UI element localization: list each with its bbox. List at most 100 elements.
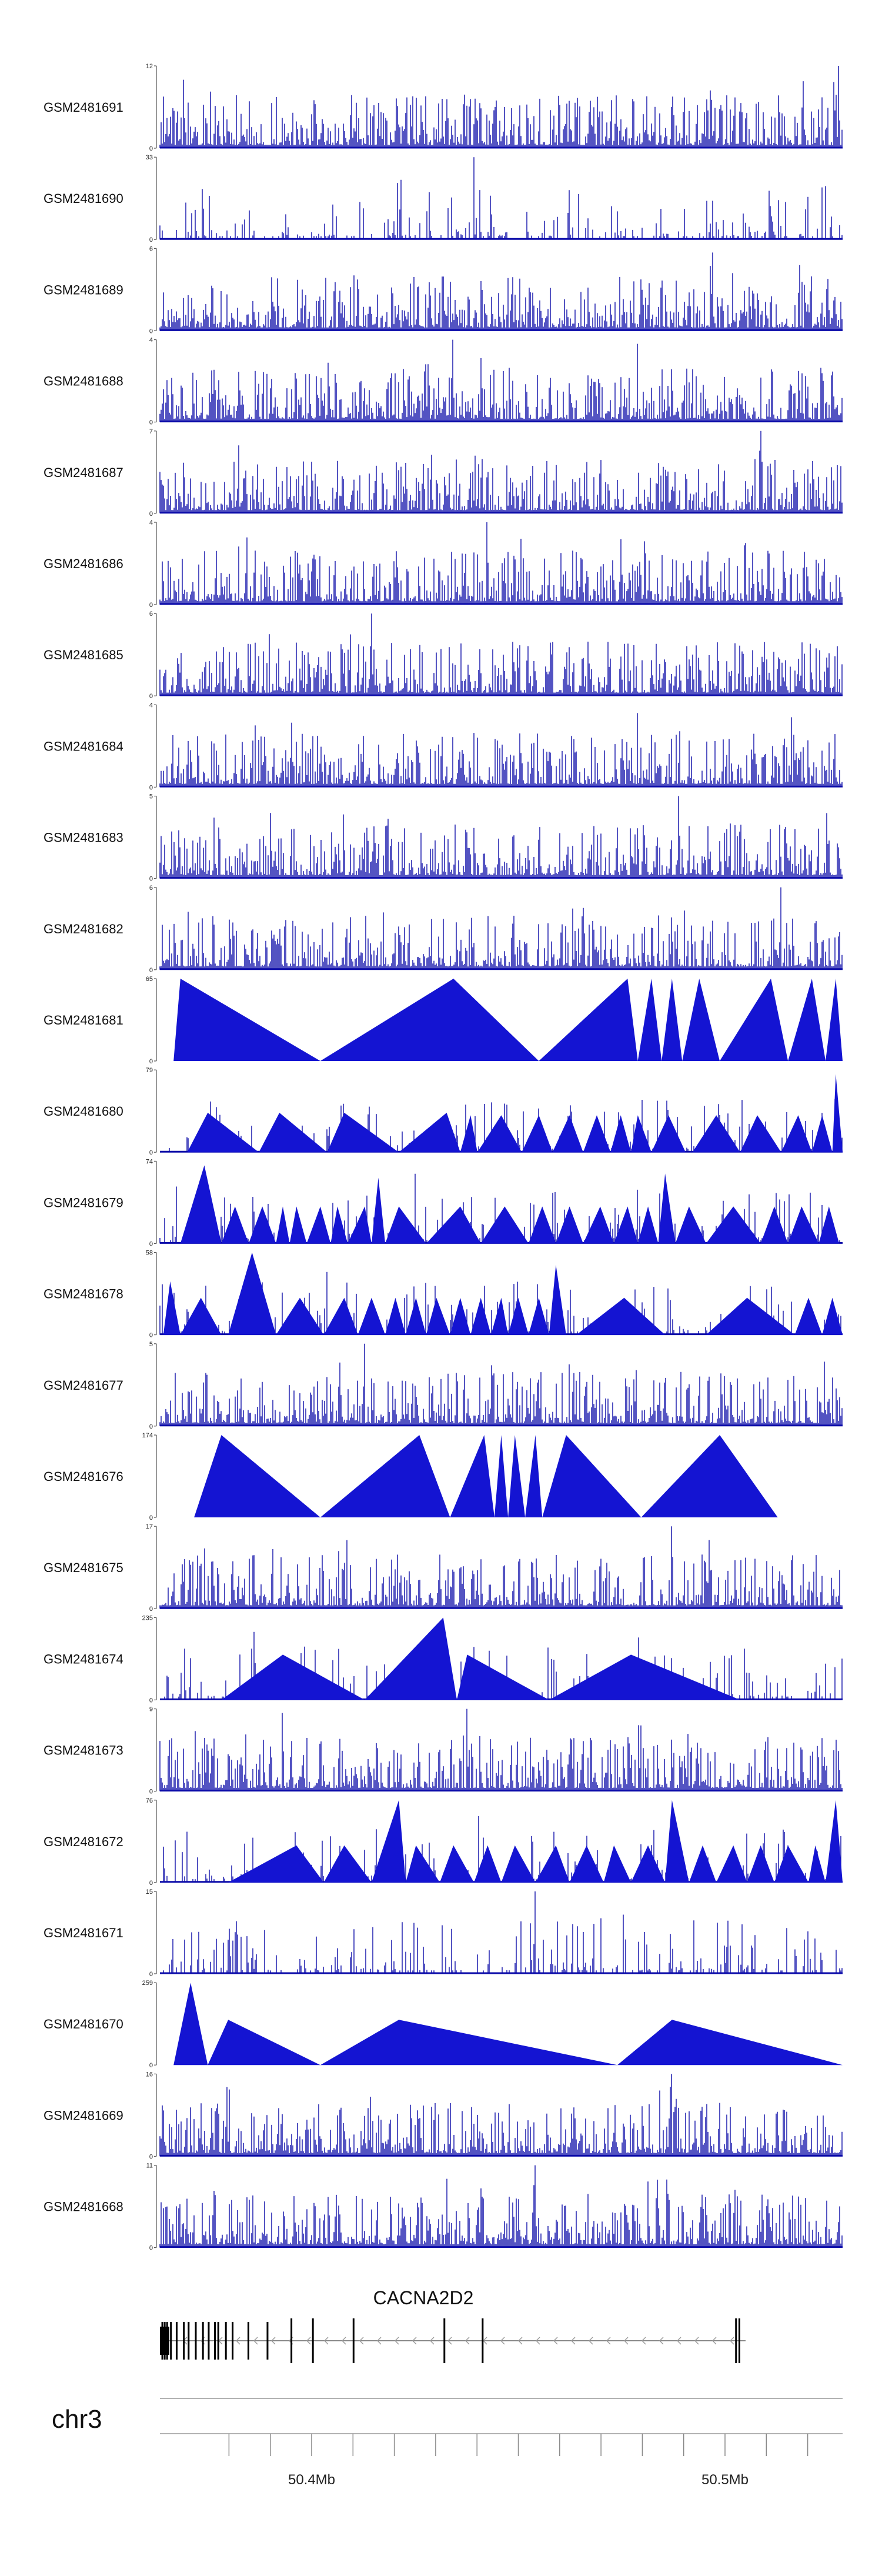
coverage-peak-2 [320, 2020, 617, 2066]
track-label: GSM2481669 [44, 2108, 123, 2123]
gene-exon [188, 2322, 190, 2360]
coverage-peak-9 [450, 1297, 471, 1335]
coverage-peak-19 [706, 1206, 761, 1244]
strand-chevron [359, 2337, 364, 2345]
coverage-peak-5 [682, 979, 720, 1061]
strand-chevron [571, 2337, 576, 2345]
track-label: GSM2481684 [44, 739, 123, 753]
y-tick-max: 5 [149, 793, 153, 800]
strand-chevron [694, 2337, 699, 2345]
y-tick-max: 4 [149, 337, 153, 344]
y-tick-min: 0 [149, 1058, 153, 1065]
track-label: GSM2481685 [44, 648, 123, 662]
strand-chevron [412, 2337, 417, 2345]
strand-chevron [606, 2337, 611, 2345]
y-tick-max: 4 [149, 519, 153, 526]
coverage-peak-10 [631, 1845, 666, 1883]
coverage-peak-2 [228, 1252, 276, 1335]
y-tick-min: 0 [149, 784, 153, 791]
gene-exon [312, 2318, 314, 2363]
coverage-peak-6 [720, 979, 789, 1061]
coverage-peak-14 [549, 1264, 566, 1335]
x-tick-label: 50.5Mb [701, 2472, 749, 2488]
y-tick-min: 0 [149, 2153, 153, 2160]
coverage-peak-12 [528, 1206, 556, 1244]
y-tick-max: 17 [146, 1523, 153, 1530]
strand-chevron [730, 2337, 734, 2345]
coverage-peak-16 [637, 1206, 659, 1244]
gene-exon [232, 2322, 234, 2360]
coverage-peak-4 [508, 1435, 526, 1517]
coverage-peak-2 [248, 1206, 276, 1244]
coverage-peak-9 [603, 1845, 632, 1883]
coverage-peak-15 [811, 1115, 833, 1153]
coverage-peak-8 [371, 1177, 386, 1244]
coverage-peak-0 [173, 979, 320, 1061]
coverage-peak-10 [426, 1206, 481, 1244]
y-tick-max: 6 [149, 245, 153, 252]
coverage-peak-0 [221, 1654, 365, 1700]
y-tick-max: 33 [146, 154, 153, 161]
y-tick-min: 0 [149, 1606, 153, 1613]
coverage-peak-1 [320, 979, 539, 1061]
coverage-peak-5 [358, 1297, 386, 1335]
y-tick-min: 0 [149, 1240, 153, 1247]
track-GSM2481675: GSM2481675 17 0 [44, 1523, 843, 1613]
track-GSM2481687: GSM2481687 7 0 [44, 428, 843, 518]
track-GSM2481688: GSM2481688 4 0 [44, 337, 843, 426]
gene-name-label: CACNA2D2 [373, 2287, 474, 2308]
coverage-peak-13 [740, 1115, 781, 1153]
strand-chevron [553, 2337, 558, 2345]
strand-chevron [536, 2337, 540, 2345]
y-tick-min: 0 [149, 2245, 153, 2252]
coverage-peak-3 [549, 1654, 740, 1700]
coverage-peak-0 [228, 1845, 324, 1883]
coverage-peak-1 [180, 1297, 222, 1335]
track-label: GSM2481691 [44, 100, 123, 115]
coverage-peak-14 [781, 1115, 812, 1153]
y-tick-max: 174 [142, 1432, 153, 1439]
coverage-peak-1 [221, 1206, 249, 1244]
gene-exon [352, 2318, 355, 2363]
track-GSM2481670: GSM2481670 259 0 [44, 1980, 843, 2069]
strand-chevron [306, 2337, 311, 2345]
coverage-peak-12 [692, 1115, 740, 1153]
track-GSM2481683: GSM2481683 5 0 [44, 793, 843, 883]
coverage-peak-6 [522, 1115, 553, 1153]
strand-chevron [395, 2337, 399, 2345]
track-label: GSM2481678 [44, 1287, 123, 1302]
track-label: GSM2481671 [44, 1926, 123, 1940]
coverage-peak-6 [330, 1206, 348, 1244]
coverage-bars [159, 66, 843, 148]
coverage-peak-3 [276, 1206, 290, 1244]
coverage-peak-17 [794, 1297, 823, 1335]
y-tick-min: 0 [149, 510, 153, 518]
coverage-peak-2 [327, 1113, 399, 1153]
track-label: GSM2481682 [44, 922, 123, 936]
coverage-peak-2 [539, 979, 638, 1061]
track-GSM2481676: GSM2481676 174 0 [44, 1432, 778, 1521]
coverage-bars [159, 887, 843, 970]
coverage-peak-3 [276, 1297, 324, 1335]
coverage-peak-1 [208, 2020, 320, 2066]
gene-exon [290, 2318, 293, 2363]
coverage-bars [159, 252, 843, 331]
track-label: GSM2481670 [44, 2017, 123, 2031]
track-label: GSM2481683 [44, 830, 123, 845]
strand-chevron [253, 2337, 258, 2345]
gene-exon [225, 2322, 227, 2360]
y-tick-max: 4 [149, 702, 153, 709]
coverage-peak-9 [610, 1115, 632, 1153]
y-tick-max: 79 [146, 1067, 153, 1074]
coverage-peak-11 [665, 1800, 689, 1883]
coverage-peak-15 [576, 1297, 666, 1335]
coverage-peak-8 [426, 1297, 450, 1335]
strand-chevron [712, 2337, 717, 2345]
track-GSM2481684: GSM2481684 4 0 [44, 702, 843, 791]
track-GSM2481680: GSM2481680 79 0 [44, 1067, 843, 1156]
coverage-bars [159, 431, 843, 513]
track-label: GSM2481675 [44, 1560, 123, 1575]
y-tick-max: 9 [149, 1706, 153, 1713]
coverage-peak-8 [583, 1115, 611, 1153]
coverage-bars [159, 1526, 843, 1609]
